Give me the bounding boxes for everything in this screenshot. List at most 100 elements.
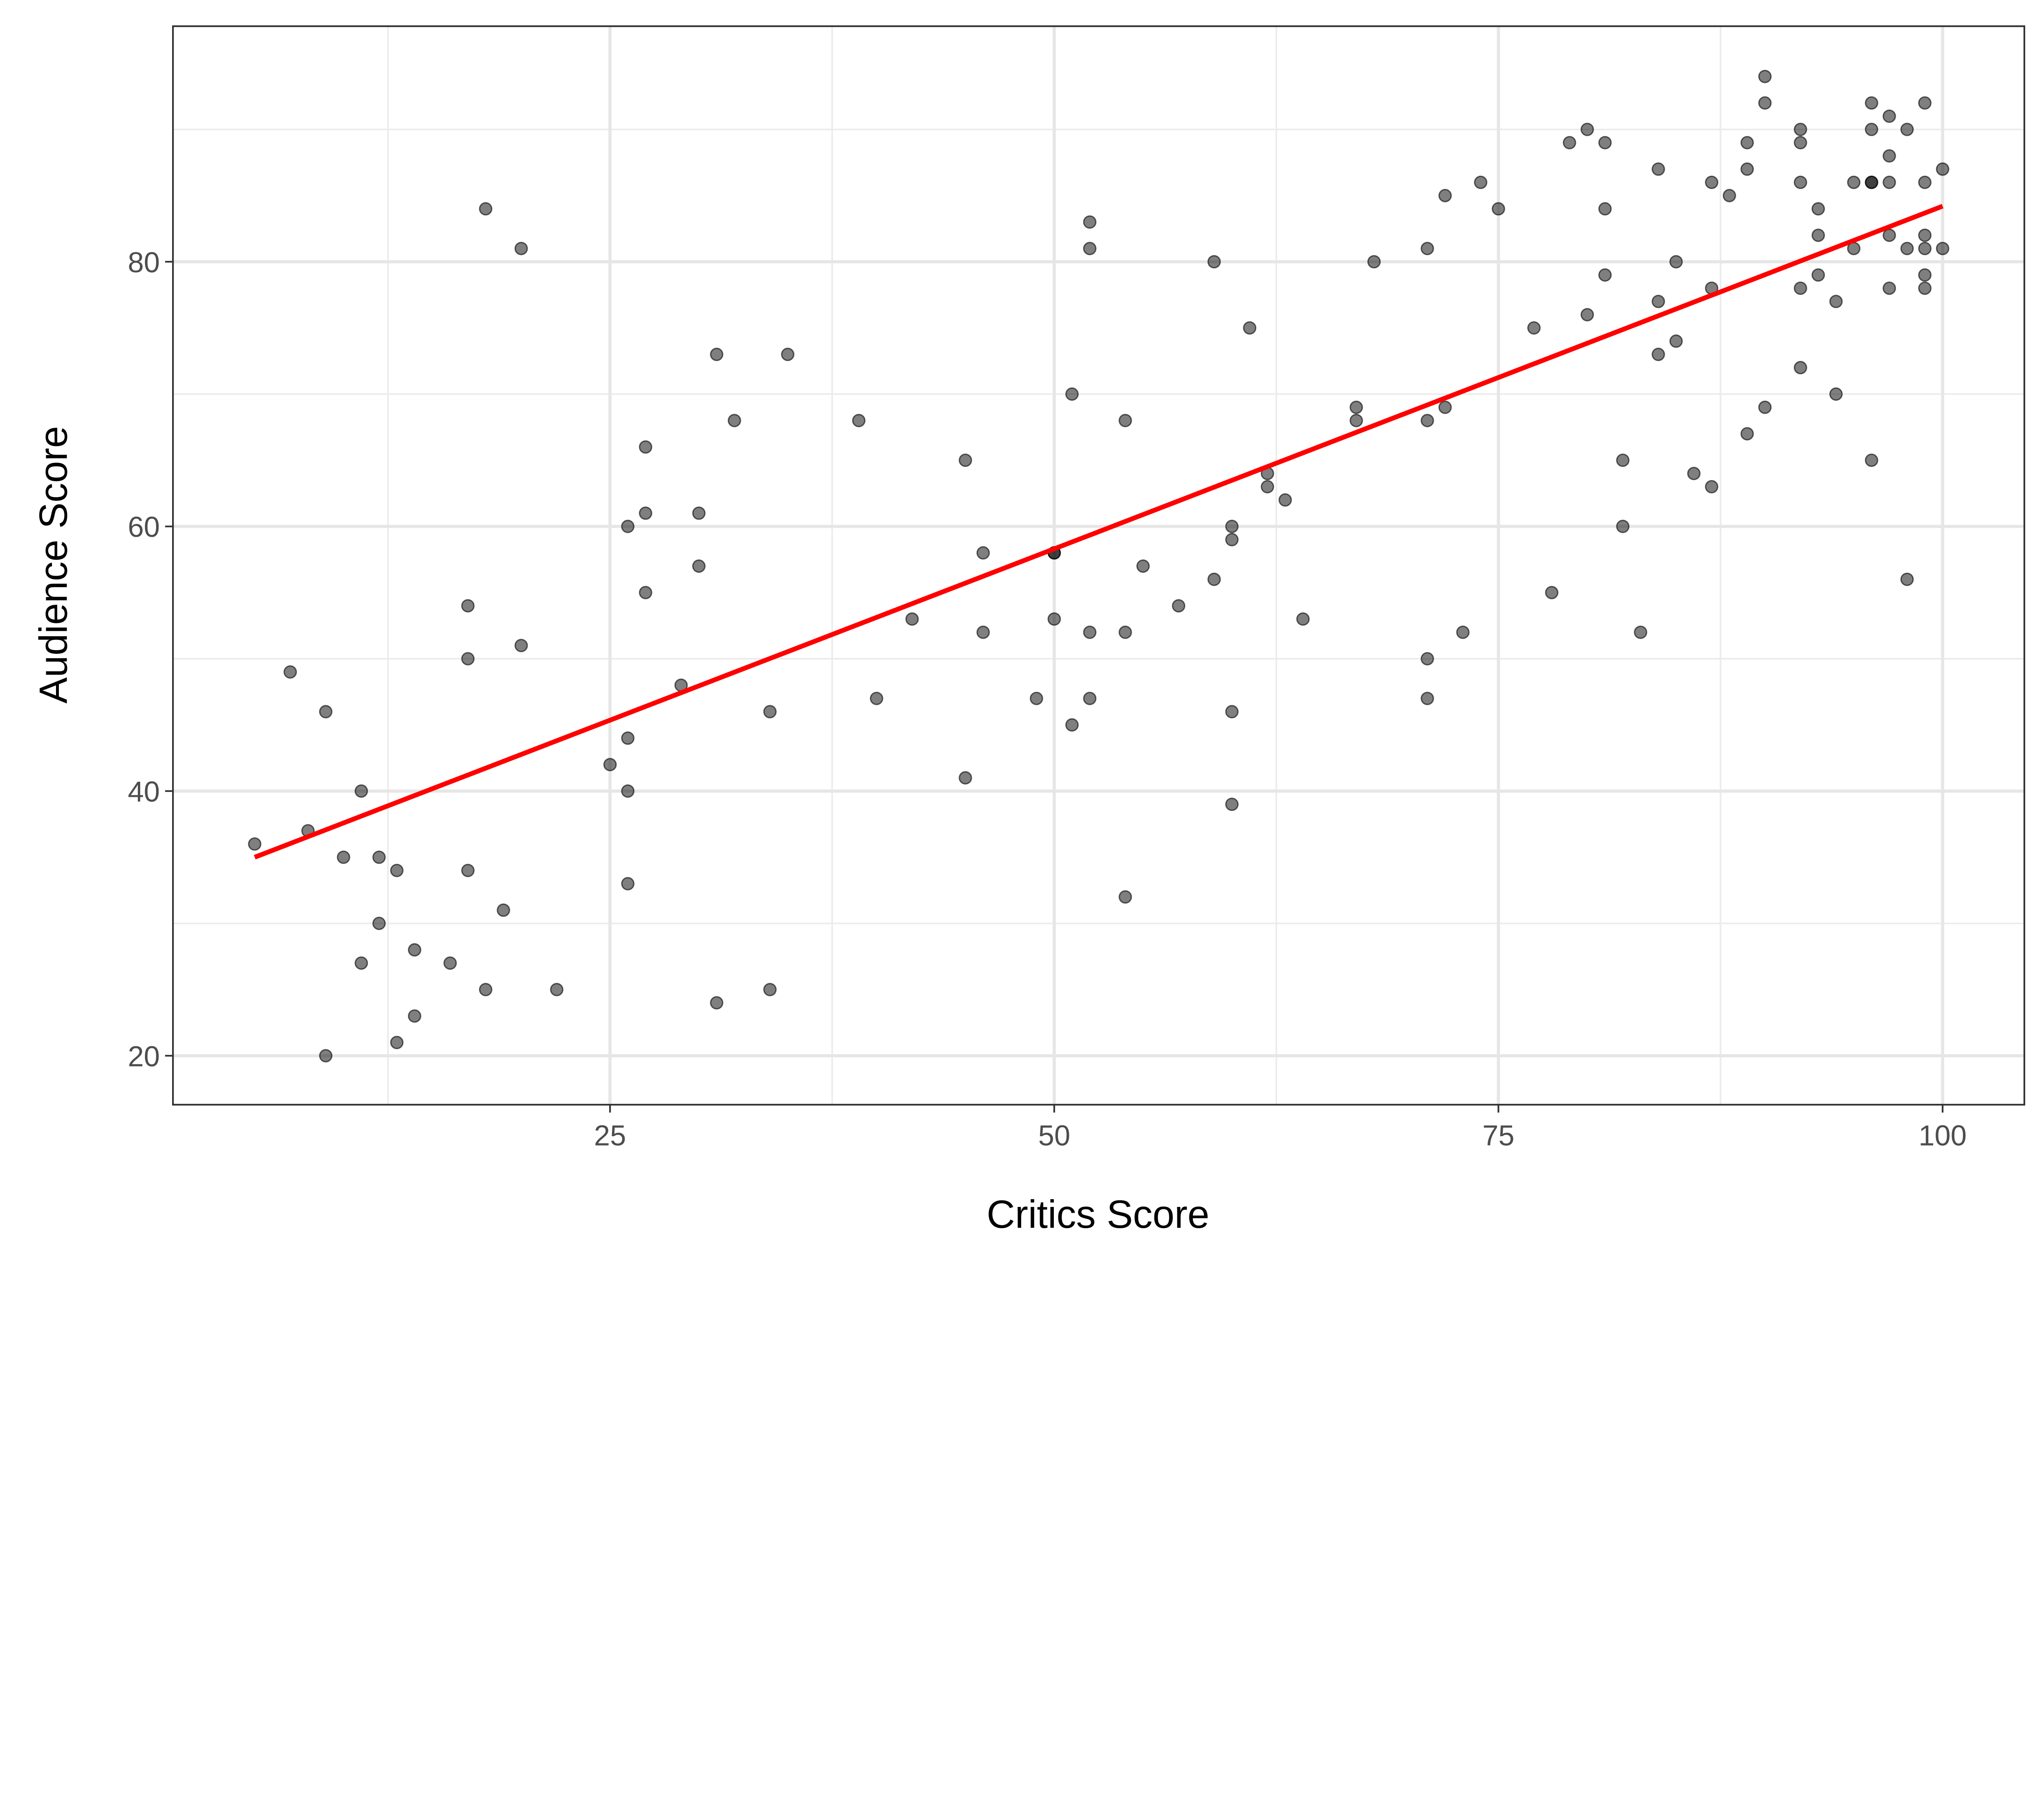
- data-point: [1065, 718, 1079, 732]
- data-point: [763, 705, 777, 718]
- data-point: [390, 864, 404, 877]
- data-point: [1136, 559, 1150, 573]
- data-points: [248, 70, 1950, 1063]
- data-point: [1421, 691, 1434, 705]
- data-point: [1936, 162, 1950, 176]
- data-point: [1883, 149, 1896, 163]
- data-point: [1865, 96, 1878, 110]
- data-point: [1047, 612, 1061, 626]
- data-point: [976, 626, 990, 639]
- data-point: [408, 1009, 421, 1023]
- data-point: [1545, 586, 1559, 599]
- data-point: [248, 837, 262, 851]
- data-point: [1438, 400, 1452, 414]
- data-point: [1900, 242, 1914, 256]
- data-point: [1261, 480, 1274, 493]
- data-point: [1793, 361, 1807, 375]
- data-point: [1918, 175, 1932, 189]
- data-point: [1652, 294, 1665, 308]
- data-point: [354, 956, 368, 970]
- data-point: [959, 453, 972, 467]
- data-point: [1793, 281, 1807, 295]
- data-point: [1829, 387, 1843, 401]
- data-point: [1562, 136, 1576, 150]
- data-point: [1349, 414, 1363, 427]
- data-point: [603, 758, 617, 772]
- data-point: [1225, 797, 1239, 811]
- data-point: [1918, 242, 1932, 256]
- data-point: [1883, 175, 1896, 189]
- data-point: [1758, 70, 1772, 83]
- data-point: [621, 731, 635, 745]
- data-point: [1492, 202, 1505, 216]
- data-point: [1421, 652, 1434, 666]
- data-point: [1811, 229, 1825, 242]
- data-point: [461, 864, 475, 877]
- data-point: [354, 784, 368, 798]
- data-point: [959, 771, 972, 785]
- data-point: [1225, 533, 1239, 547]
- data-point: [1118, 626, 1132, 639]
- data-point: [852, 414, 866, 427]
- data-point: [1758, 96, 1772, 110]
- data-point: [1421, 414, 1434, 427]
- data-point: [1723, 189, 1736, 202]
- data-point: [1616, 453, 1630, 467]
- data-point: [1900, 572, 1914, 586]
- data-point: [1616, 520, 1630, 533]
- data-point: [976, 546, 990, 560]
- axis-ticks: 25 50 75 100 20 40 60 80: [128, 246, 1967, 1151]
- data-point: [1740, 162, 1754, 176]
- data-point: [1367, 255, 1381, 269]
- data-point: [1793, 136, 1807, 150]
- data-point: [1811, 268, 1825, 282]
- data-point: [390, 1036, 404, 1050]
- data-point: [1883, 229, 1896, 242]
- data-point: [1918, 96, 1932, 110]
- data-point: [1865, 175, 1878, 189]
- y-tick-label: 20: [128, 1040, 160, 1072]
- data-point: [1883, 281, 1896, 295]
- regression-line: [253, 204, 1944, 860]
- data-point: [639, 586, 652, 599]
- data-point: [1740, 136, 1754, 150]
- data-point: [1829, 294, 1843, 308]
- data-point: [1083, 242, 1097, 256]
- data-point: [514, 639, 528, 653]
- x-axis-title: Critics Score: [986, 1193, 1209, 1236]
- data-point: [1527, 321, 1541, 335]
- data-point: [1669, 334, 1683, 348]
- data-point: [639, 506, 652, 520]
- scatter-chart: 25 50 75 100 20 40 60 80 Critics Score Audience…: [0, 0, 2044, 1263]
- data-point: [710, 996, 724, 1010]
- data-point: [692, 506, 706, 520]
- data-point: [870, 691, 883, 705]
- data-point: [692, 559, 706, 573]
- data-point: [1758, 400, 1772, 414]
- y-tick-label: 80: [128, 246, 160, 278]
- data-point: [319, 1049, 333, 1063]
- data-point: [621, 784, 635, 798]
- data-point: [1705, 175, 1719, 189]
- data-point: [497, 903, 510, 917]
- data-point: [1118, 890, 1132, 904]
- data-point: [1278, 493, 1292, 507]
- data-point: [1172, 599, 1186, 613]
- data-point: [1740, 427, 1754, 441]
- data-point: [1474, 175, 1488, 189]
- data-point: [621, 520, 635, 533]
- data-point: [1225, 705, 1239, 718]
- data-point: [1083, 215, 1097, 229]
- data-point: [550, 982, 564, 996]
- y-tick-label: 40: [128, 775, 160, 807]
- data-point: [1456, 626, 1470, 639]
- data-point: [1118, 414, 1132, 427]
- data-point: [443, 956, 457, 970]
- data-point: [1883, 109, 1896, 123]
- x-tick-label: 100: [1918, 1119, 1967, 1151]
- data-point: [479, 202, 493, 216]
- data-point: [1580, 123, 1594, 136]
- y-tick-label: 60: [128, 511, 160, 543]
- background: [0, 0, 2044, 1263]
- data-point: [1634, 626, 1647, 639]
